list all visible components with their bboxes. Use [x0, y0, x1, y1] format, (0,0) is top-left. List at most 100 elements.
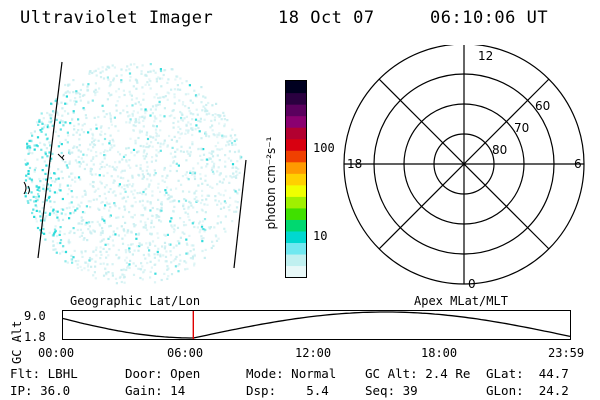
emission-speckle [81, 231, 84, 234]
emission-speckle [181, 82, 184, 85]
emission-speckle [59, 141, 62, 144]
emission-speckle [237, 167, 240, 171]
emission-speckle [69, 230, 72, 233]
emission-speckle [135, 164, 138, 167]
emission-speckle [96, 220, 99, 223]
emission-speckle [156, 208, 159, 211]
emission-speckle [157, 134, 160, 137]
emission-speckle [200, 158, 203, 161]
emission-speckle [189, 99, 192, 102]
emission-speckle [144, 223, 147, 227]
emission-speckle [111, 274, 114, 277]
emission-speckle [39, 229, 42, 232]
emission-speckle [162, 73, 165, 77]
emission-speckle [185, 242, 188, 245]
emission-speckle [130, 98, 134, 101]
emission-speckle [42, 184, 45, 187]
emission-speckle [115, 109, 118, 112]
emission-speckle [51, 210, 55, 213]
emission-speckle [230, 159, 233, 162]
emission-speckle [143, 74, 146, 77]
colorbar-band [286, 92, 306, 105]
emission-speckle [35, 220, 38, 223]
emission-speckle [59, 239, 63, 242]
emission-speckle [32, 208, 35, 211]
emission-speckle [170, 273, 174, 276]
emission-speckle [80, 252, 83, 255]
emission-speckle [109, 148, 112, 152]
emission-speckle [214, 145, 217, 148]
emission-speckle [181, 103, 184, 106]
emission-speckle [41, 156, 44, 159]
emission-speckle [159, 145, 162, 148]
emission-speckle [217, 192, 220, 195]
emission-speckle [121, 237, 124, 240]
emission-speckle [89, 183, 92, 186]
emission-speckle [142, 92, 145, 95]
emission-speckle [166, 268, 169, 271]
emission-speckle [102, 110, 105, 113]
emission-speckle [215, 235, 218, 238]
emission-speckle [176, 148, 179, 151]
emission-speckle [113, 168, 116, 171]
emission-speckle [135, 233, 138, 236]
emission-speckle [125, 256, 128, 259]
emission-speckle [106, 149, 109, 153]
emission-speckle [55, 191, 59, 194]
emission-speckle [127, 179, 130, 182]
emission-speckle [128, 266, 131, 270]
info-gain: Gain: 14 [125, 383, 186, 398]
emission-speckle [137, 233, 140, 236]
emission-speckle [80, 128, 83, 131]
emission-speckle [142, 154, 145, 158]
emission-speckle [178, 137, 181, 140]
emission-speckle [117, 87, 120, 91]
emission-speckle [59, 189, 62, 192]
emission-speckle [50, 116, 53, 119]
emission-speckle [133, 154, 136, 157]
emission-speckle [212, 133, 215, 136]
emission-speckle [113, 66, 116, 69]
emission-speckle [30, 132, 33, 135]
emission-speckle [141, 115, 144, 119]
emission-speckle [33, 130, 36, 133]
emission-speckle [143, 149, 146, 152]
emission-speckle [138, 174, 141, 177]
emission-speckle [136, 111, 139, 114]
emission-speckle [169, 152, 172, 155]
emission-speckle [91, 99, 94, 102]
emission-speckle [143, 157, 146, 160]
emission-speckle [125, 121, 128, 124]
emission-speckle [78, 138, 81, 141]
colorbar-band [286, 81, 306, 94]
emission-speckle [146, 246, 150, 249]
emission-speckle [210, 152, 213, 155]
emission-speckle [156, 215, 159, 218]
emission-speckle [177, 164, 180, 167]
emission-speckle [203, 203, 206, 206]
emission-speckle [105, 201, 108, 204]
emission-speckle [195, 199, 199, 202]
emission-speckle [145, 109, 148, 112]
emission-speckle [166, 144, 169, 147]
emission-speckle [60, 151, 63, 155]
emission-speckle [86, 85, 89, 88]
emission-speckle [99, 233, 102, 236]
emission-speckle [184, 173, 187, 176]
emission-speckle [179, 77, 182, 80]
emission-speckle [26, 142, 29, 145]
emission-speckle [156, 103, 159, 106]
emission-speckle [170, 261, 173, 264]
emission-speckle [212, 244, 215, 247]
emission-speckle [82, 160, 85, 163]
emission-speckle [29, 199, 32, 202]
emission-speckle [83, 237, 86, 240]
emission-speckle [140, 262, 143, 265]
emission-speckle [169, 200, 172, 203]
emission-speckle [52, 234, 55, 237]
emission-speckle [61, 114, 64, 117]
emission-speckle [149, 260, 152, 263]
emission-speckle [208, 112, 211, 115]
emission-speckle [108, 202, 111, 205]
emission-speckle [159, 149, 162, 152]
